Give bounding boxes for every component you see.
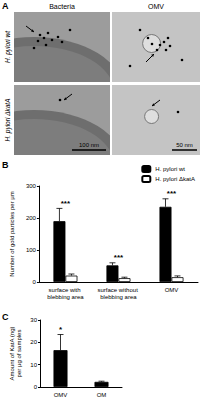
svg-text:blebbing area: blebbing area — [100, 294, 137, 300]
svg-text:H. pylori ΔkatA: H. pylori ΔkatA — [4, 98, 12, 141]
svg-text:***: *** — [114, 253, 124, 262]
svg-text:surface without: surface without — [97, 287, 139, 293]
svg-text:H. pylori ΔkatA: H. pylori ΔkatA — [155, 176, 195, 182]
svg-text:Amount of KatA (ng): Amount of KatA (ng) — [9, 326, 15, 380]
svg-text:10: 10 — [30, 362, 37, 368]
svg-text:blebbing area: blebbing area — [47, 294, 84, 300]
svg-text:50 nm: 50 nm — [176, 142, 193, 148]
svg-text:200: 200 — [26, 215, 37, 221]
svg-text:Number of gold particles per µ: Number of gold particles per µm — [9, 191, 15, 277]
svg-text:30: 30 — [30, 317, 37, 323]
svg-text:OM: OM — [97, 392, 107, 398]
svg-text:***: *** — [167, 189, 177, 198]
svg-text:0: 0 — [34, 384, 38, 390]
html-text:C: C — [2, 312, 9, 322]
svg-text:100 nm: 100 nm — [79, 142, 99, 148]
html-text:B: B — [2, 160, 9, 170]
svg-text:H. pylori wt: H. pylori wt — [4, 30, 12, 63]
svg-text:OMV: OMV — [165, 287, 179, 293]
svg-text:OMV: OMV — [54, 392, 68, 398]
svg-text:Bacteria: Bacteria — [49, 3, 75, 10]
svg-text:100: 100 — [26, 247, 37, 253]
svg-text:A: A — [2, 1, 9, 11]
svg-text:20: 20 — [30, 339, 37, 345]
svg-text:H. pylori wt: H. pylori wt — [155, 166, 185, 172]
svg-text:0: 0 — [33, 279, 37, 285]
svg-text:surface with: surface with — [49, 287, 83, 293]
svg-text:300: 300 — [26, 183, 37, 189]
svg-text:*: * — [59, 325, 63, 334]
svg-text:***: *** — [61, 199, 71, 208]
svg-text:OMV: OMV — [148, 3, 164, 10]
svg-text:per µg of samples: per µg of samples — [16, 330, 22, 378]
